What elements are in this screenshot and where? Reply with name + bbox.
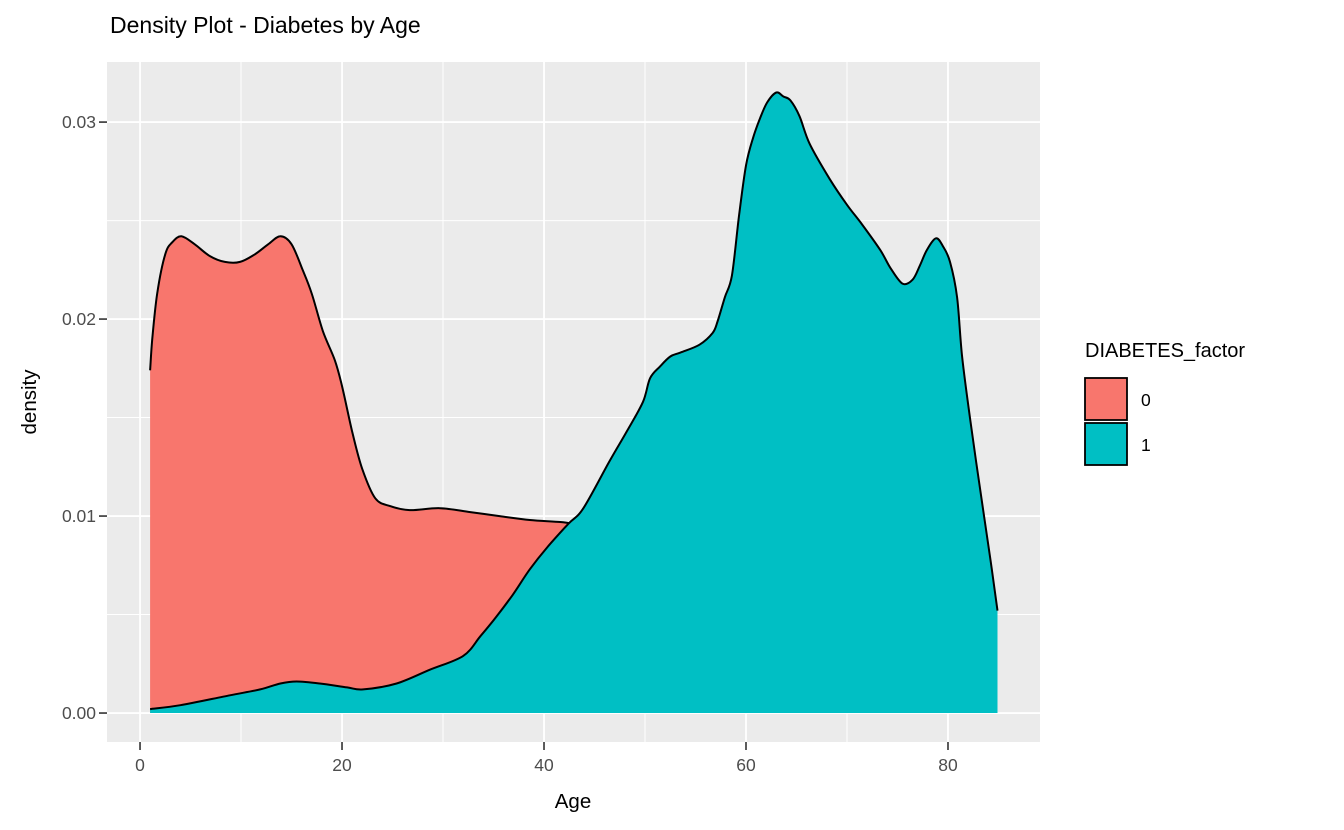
y-tick-label: 0.01 <box>62 506 96 526</box>
density-area-1 <box>150 92 998 714</box>
y-axis-title: density <box>18 369 41 435</box>
legend-title: DIABETES_factor <box>1085 340 1245 362</box>
x-tick-labels: 0 20 40 60 80 <box>135 755 958 775</box>
x-tick-label: 40 <box>534 755 554 775</box>
y-tick-label: 0.02 <box>62 309 96 329</box>
axis-tick-marks <box>99 121 949 750</box>
x-tick-label: 60 <box>736 755 756 775</box>
x-axis-title: Age <box>555 790 591 813</box>
legend-key-swatch-0 <box>1084 377 1128 421</box>
y-tick-label: 0.00 <box>62 703 96 723</box>
legend-label-0: 0 <box>1141 390 1151 410</box>
x-tick-label: 80 <box>938 755 958 775</box>
y-tick-labels: 0.00 0.01 0.02 0.03 <box>62 112 96 723</box>
legend-label-1: 1 <box>1141 435 1151 455</box>
x-tick-label: 0 <box>135 755 145 775</box>
y-tick-label: 0.03 <box>62 112 96 132</box>
chart-title: Density Plot - Diabetes by Age <box>110 12 421 38</box>
density-areas <box>149 91 999 714</box>
x-tick-label: 20 <box>332 755 352 775</box>
density-area-0 <box>150 236 949 713</box>
legend-key-swatch-1 <box>1084 422 1128 466</box>
density-outline-1 <box>149 91 999 711</box>
legend: DIABETES_factor 0 1 <box>1084 340 1245 466</box>
